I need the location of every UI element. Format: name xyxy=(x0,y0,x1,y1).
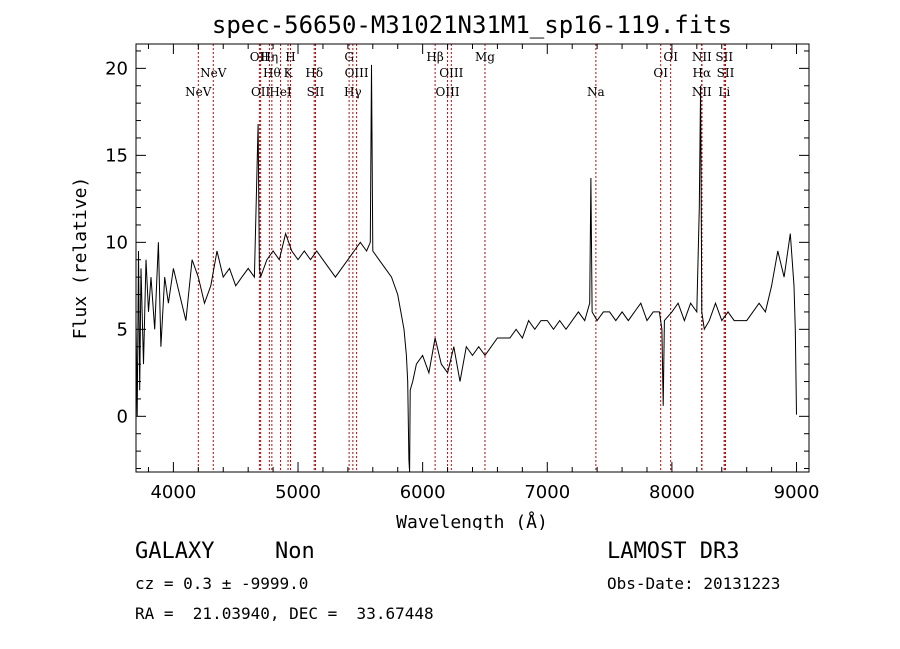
x-axis-ticks: 4000 5000 6000 7000 8000 9000 xyxy=(147,44,820,503)
x-axis-label: Wavelength (Å) xyxy=(396,511,548,530)
y-axis-ticks: 0 5 10 15 20 xyxy=(105,50,809,470)
y-tick-label-0: 0 xyxy=(117,406,128,427)
line-label-24: SII xyxy=(715,50,733,64)
line-label-10: SII xyxy=(307,85,325,99)
x-tick-label-5: 9000 xyxy=(774,482,820,503)
line-label-16: OIII xyxy=(436,85,460,99)
x-tick-label-2: 6000 xyxy=(400,482,446,503)
line-label-1: NeV xyxy=(200,66,227,80)
line-label-9: Hδ xyxy=(305,66,323,80)
x-tick-label-4: 8000 xyxy=(649,482,695,503)
y-tick-label-3: 15 xyxy=(105,145,128,166)
survey-name: LAMOST DR3 xyxy=(607,539,740,564)
x-tick-label-3: 7000 xyxy=(524,482,570,503)
object-class: GALAXY xyxy=(135,539,215,564)
object-subclass: Non xyxy=(275,539,315,564)
line-label-3: OII xyxy=(251,85,271,99)
plot-frame xyxy=(135,43,810,473)
line-label-6: HeI xyxy=(269,85,292,99)
y-axis-label: Flux (relative) xyxy=(70,177,91,340)
line-label-2: OII xyxy=(250,50,270,64)
line-label-20: OI xyxy=(653,66,668,80)
line-label-21: NII xyxy=(692,50,712,64)
line-label-17: Mg xyxy=(475,50,495,64)
line-label-14: Hβ xyxy=(426,50,443,64)
line-label-11: G xyxy=(344,50,354,64)
observation-date: Obs-Date: 20131223 xyxy=(607,574,781,593)
line-markers xyxy=(197,44,726,472)
redshift-cz: cz = 0.3 ± -9999.0 xyxy=(135,574,309,593)
y-tick-label-2: 10 xyxy=(105,232,128,253)
ra-dec-coordinates: RA = 21.03940, DEC = 33.67448 xyxy=(135,604,434,623)
line-label-13: Hγ xyxy=(344,85,362,99)
y-tick-label-4: 20 xyxy=(105,58,128,79)
line-label-4: Hη xyxy=(261,50,279,64)
line-label-25: SII xyxy=(717,66,735,80)
line-label-7: H xyxy=(285,50,295,64)
spectrum-chart: spec-56650-M31021N31M1_sp16-119.fits NeV… xyxy=(70,11,820,530)
x-tick-label-0: 4000 xyxy=(150,482,196,503)
chart-title: spec-56650-M31021N31M1_sp16-119.fits xyxy=(212,11,732,39)
line-label-22: Hα xyxy=(693,66,712,80)
line-label-18: Na xyxy=(587,85,605,99)
line-label-23: NII xyxy=(692,85,712,99)
line-label-8: K xyxy=(284,66,294,80)
x-tick-label-1: 5000 xyxy=(275,482,321,503)
y-tick-label-1: 5 xyxy=(117,319,128,340)
line-label-19: OI xyxy=(663,50,678,64)
spectrum-line xyxy=(135,64,797,473)
line-label-26: Li xyxy=(718,85,730,99)
line-label-15: OIII xyxy=(439,66,463,80)
line-label-12: OIII xyxy=(345,66,369,80)
line-label-0: NeV xyxy=(185,85,212,99)
line-label-5: Hθ xyxy=(263,66,281,80)
